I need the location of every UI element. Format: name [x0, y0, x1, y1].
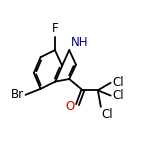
Text: NH: NH: [71, 36, 89, 49]
Text: Cl: Cl: [102, 108, 113, 121]
Text: Cl: Cl: [112, 89, 124, 102]
Text: Br: Br: [11, 88, 24, 101]
Text: Cl: Cl: [112, 76, 124, 88]
Text: O: O: [65, 100, 74, 113]
Text: F: F: [52, 22, 58, 35]
